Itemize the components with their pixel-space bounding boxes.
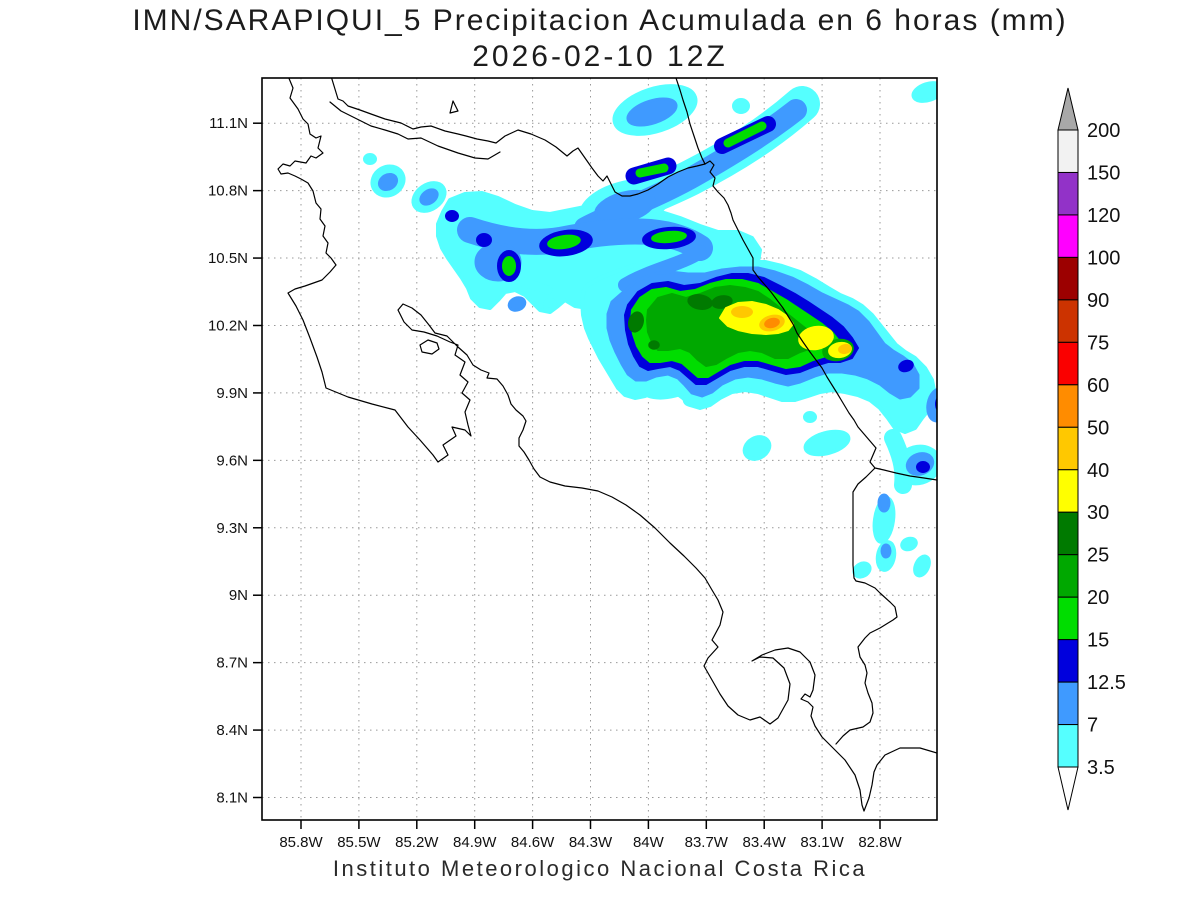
colorbar-label: 50	[1087, 417, 1109, 439]
colorbar-label: 200	[1087, 120, 1120, 142]
colorbar-segment	[1057, 129, 1079, 173]
lon-tick-label: 83.7W	[685, 834, 729, 851]
page-subtitle-date: 2026-02-10 12Z	[472, 40, 728, 73]
lat-tick-label: 11.1N	[209, 115, 248, 132]
colorbar-segment	[1057, 469, 1079, 513]
coastline-caribbean	[675, 78, 937, 481]
colorbar-label: 7	[1087, 715, 1098, 737]
colorbar-label: 40	[1087, 460, 1109, 482]
colorbar-segment	[1057, 681, 1079, 726]
colorbar-label: 100	[1087, 247, 1120, 269]
lon-tick-label: 84.9W	[453, 834, 497, 851]
colorbar-arrow-up	[1057, 87, 1079, 131]
colorbar-segment	[1057, 256, 1079, 301]
lon-tick-label: 83.1W	[800, 834, 844, 851]
colorbar-segment	[1057, 214, 1079, 258]
precip-level-50mm	[764, 317, 780, 329]
axis-ticks-and-labels: 11.1N 10.8N 10.5N 10.2N 9.9N 9.6N 9.3N 9N 8.7N 8.…	[208, 115, 903, 851]
island-triangle	[449, 100, 459, 114]
border-lake-nicaragua-north	[330, 78, 706, 197]
colorbar-segment	[1057, 724, 1079, 768]
lon-tick-label: 85.5W	[337, 834, 381, 851]
colorbar-label: 60	[1087, 375, 1109, 397]
colorbar-legend: 200 150 120 100 90 75 60 50 40 30 25 20 15 12.5 7 3.5	[1057, 87, 1126, 811]
page-title: IMN/SARAPIQUI_5 Precipitacion Acumulada …	[132, 4, 1068, 37]
colorbar-label: 30	[1087, 502, 1109, 524]
colorbar-label: 75	[1087, 332, 1109, 354]
footer-attribution: Instituto Meteorologico Nacional Costa R…	[332, 856, 868, 881]
lat-tick-label: 10.8N	[208, 183, 248, 200]
lon-tick-label: 84.3W	[569, 834, 613, 851]
colorbar-arrow-down	[1057, 766, 1079, 811]
colorbar-label: 150	[1087, 162, 1120, 184]
island-chira	[419, 339, 440, 355]
lat-tick-label: 10.2N	[208, 317, 248, 334]
lat-tick-label: 9.3N	[216, 520, 248, 537]
colorbar-label: 20	[1087, 587, 1109, 609]
colorbar-label: 15	[1087, 630, 1109, 652]
colorbar-segment	[1057, 299, 1079, 343]
colorbar-segment	[1057, 639, 1079, 683]
colorbar-segment	[1057, 554, 1079, 598]
lat-tick-label: 10.5N	[208, 250, 248, 267]
colorbar-label: 120	[1087, 205, 1120, 227]
colorbar-label: 12.5	[1087, 672, 1126, 694]
lat-tick-label: 9.9N	[216, 385, 248, 402]
precipitation-shading	[363, 81, 937, 579]
colorbar-segment	[1057, 341, 1079, 386]
colorbar-label: 25	[1087, 545, 1109, 567]
lat-tick-label: 8.1N	[216, 790, 248, 807]
lon-tick-label: 82.8W	[858, 834, 902, 851]
colorbar-segment	[1057, 171, 1079, 216]
colorbar-segment	[1057, 511, 1079, 556]
lon-tick-label: 84.6W	[511, 834, 555, 851]
lon-tick-label: 83.4W	[743, 834, 787, 851]
lat-tick-label: 8.7N	[216, 655, 248, 672]
border-panama	[835, 467, 898, 745]
coastline-pacific-costa-rica	[277, 78, 937, 812]
border-lake-nicaragua-south	[329, 101, 501, 160]
map-frame	[261, 77, 938, 821]
precip-level-25mm	[628, 294, 733, 350]
lon-tick-label: 85.2W	[395, 834, 439, 851]
colorbar-segment	[1057, 426, 1079, 471]
lat-tick-label: 8.4N	[216, 722, 248, 739]
lat-tick-label: 9N	[229, 587, 248, 604]
colorbar-label: 90	[1087, 290, 1109, 312]
colorbar-label: 3.5	[1087, 757, 1115, 779]
lon-tick-label: 85.8W	[279, 834, 323, 851]
colorbar-segment	[1057, 596, 1079, 641]
lon-tick-label: 84W	[633, 834, 665, 851]
colorbar-segment	[1057, 384, 1079, 428]
lat-tick-label: 9.6N	[216, 452, 248, 469]
coastlines-borders	[277, 78, 937, 812]
